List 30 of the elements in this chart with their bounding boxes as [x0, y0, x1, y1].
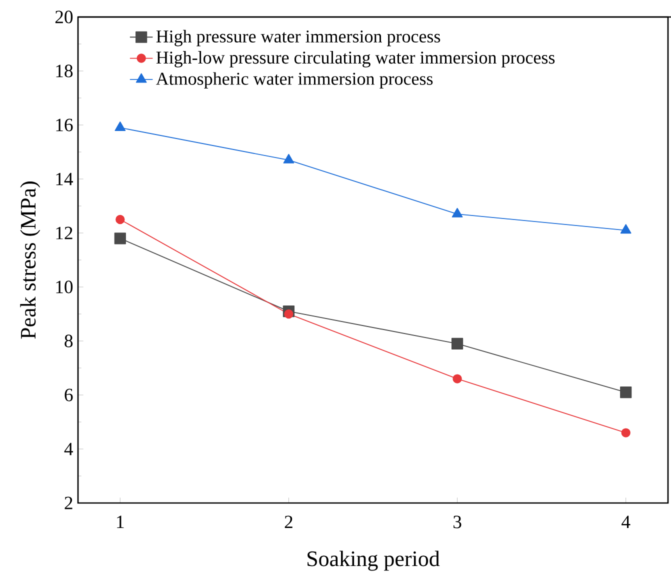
legend-label: High pressure water immersion process [156, 30, 440, 46]
point [283, 154, 294, 164]
point [620, 386, 632, 398]
y-tick-label: 14 [56, 172, 74, 186]
point [114, 232, 126, 244]
point [116, 214, 125, 224]
y-axis-title: Peak stress (MPa) [20, 182, 40, 339]
y-tick-label: 4 [64, 442, 74, 456]
point [621, 428, 630, 438]
y-tick-label: 8 [64, 334, 73, 348]
legend-label: High-low pressure circulating water immersion process [156, 51, 555, 68]
y-tick-label: 10 [56, 280, 73, 294]
x-tick-label: 4 [622, 516, 630, 528]
y-tick-label: 6 [64, 388, 73, 402]
legend-label: Atmospheric water immersion process [156, 72, 433, 89]
y-tick-label: 20 [55, 10, 73, 24]
point [620, 224, 632, 234]
point [451, 338, 464, 350]
x-tick-label: 1 [117, 516, 124, 528]
y-tick-label: 18 [56, 64, 73, 78]
point [284, 309, 294, 319]
y-tick-label: 12 [56, 226, 72, 240]
point [452, 208, 463, 218]
x-tick-label: 3 [454, 516, 462, 528]
y-tick-label: 16 [56, 118, 73, 132]
point [114, 121, 126, 132]
point [452, 374, 462, 384]
x-axis-title: Soaking period [308, 550, 440, 571]
y-tick-label: 2 [64, 496, 72, 510]
x-tick-label: 2 [284, 516, 292, 528]
